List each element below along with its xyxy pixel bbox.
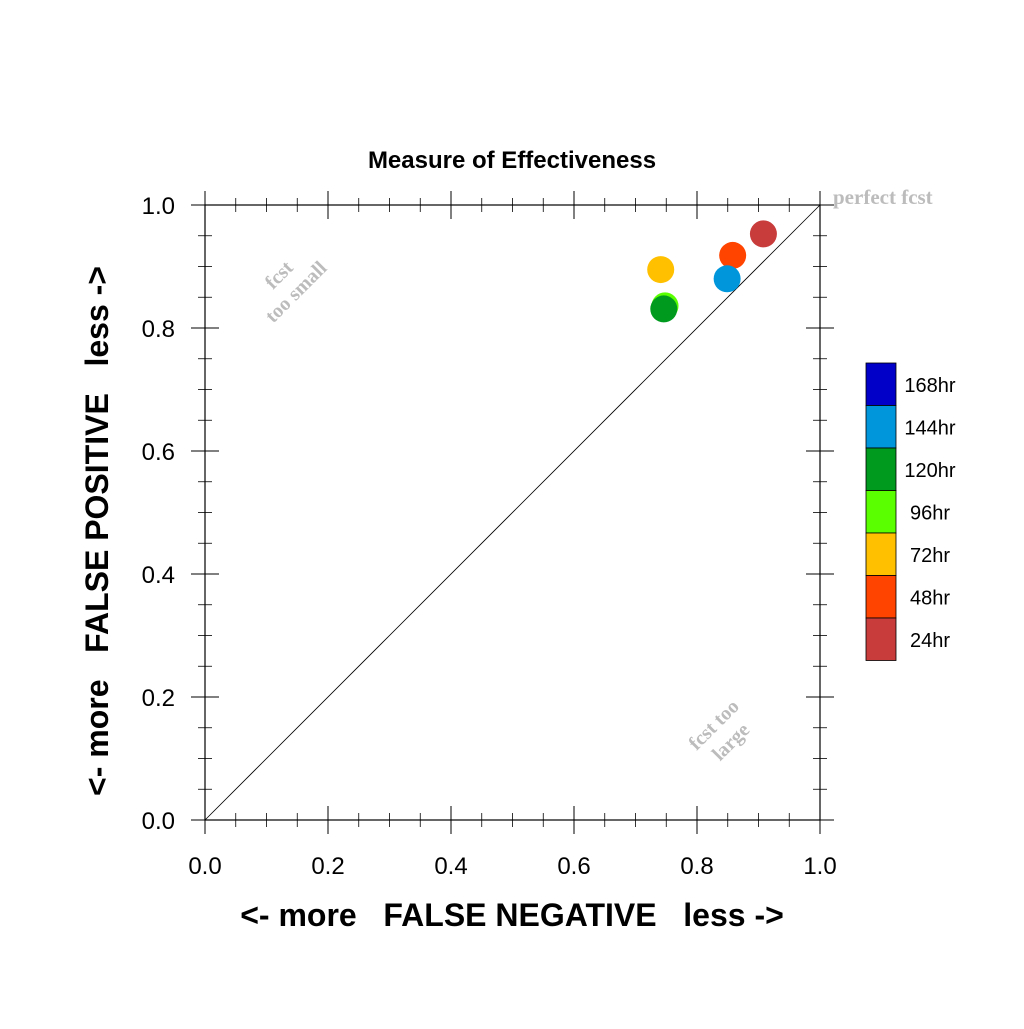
x-tick-label: 0.0 [188, 853, 221, 880]
legend-label-24hr: 24hr [910, 630, 950, 652]
x-tick-label: 0.8 [680, 853, 713, 880]
y-tick-label: 0.8 [142, 316, 175, 343]
legend-label-48hr: 48hr [910, 588, 950, 610]
data-point-72hr [647, 256, 675, 284]
y-tick-label: 0.4 [142, 562, 175, 589]
legend-swatch-168hr [865, 362, 897, 406]
legend-swatch-120hr [865, 447, 897, 491]
data-point-48hr [719, 241, 747, 269]
annotation-perfect-fcst: perfect fcst [833, 185, 933, 209]
legend-swatch-96hr [865, 490, 897, 534]
perfect-forecast-diagonal [204, 204, 821, 821]
y-tick-label: 1.0 [142, 193, 175, 220]
y-axis-label: <- more FALSE POSITIVE less -> [79, 266, 115, 796]
y-tick-label: 0.2 [142, 685, 175, 712]
data-point-120hr [650, 295, 678, 323]
x-tick-label: 0.6 [557, 853, 590, 880]
legend-label-144hr: 144hr [904, 418, 955, 440]
legend-label-120hr: 120hr [904, 460, 955, 482]
legend-label-168hr: 168hr [904, 375, 955, 397]
legend: 168hr 144hr 120hr 96hr 72hr 48hr 24hr [865, 362, 956, 661]
legend-swatch-144hr [865, 405, 897, 449]
x-tick-label: 0.4 [434, 853, 467, 880]
legend-swatch-48hr [865, 575, 897, 619]
legend-label-96hr: 96hr [910, 503, 950, 525]
x-tick-label: 0.2 [311, 853, 344, 880]
legend-label-72hr: 72hr [910, 545, 950, 567]
y-tick-label: 0.6 [142, 439, 175, 466]
x-axis-label: <- more FALSE NEGATIVE less -> [240, 897, 784, 933]
legend-swatch-72hr [865, 532, 897, 576]
plot-area: 0.0 0.0 0.2 0.2 0.4 0.4 0.6 0.6 0.8 0.8 1.0 1.0 perf… [142, 185, 933, 880]
legend-swatch-24hr [865, 617, 897, 661]
chart-title: Measure of Effectiveness [368, 147, 656, 174]
data-point-144hr [713, 265, 741, 293]
x-tick-label: 1.0 [803, 853, 836, 880]
y-tick-label: 0.0 [142, 808, 175, 835]
data-point-24hr [749, 220, 777, 248]
